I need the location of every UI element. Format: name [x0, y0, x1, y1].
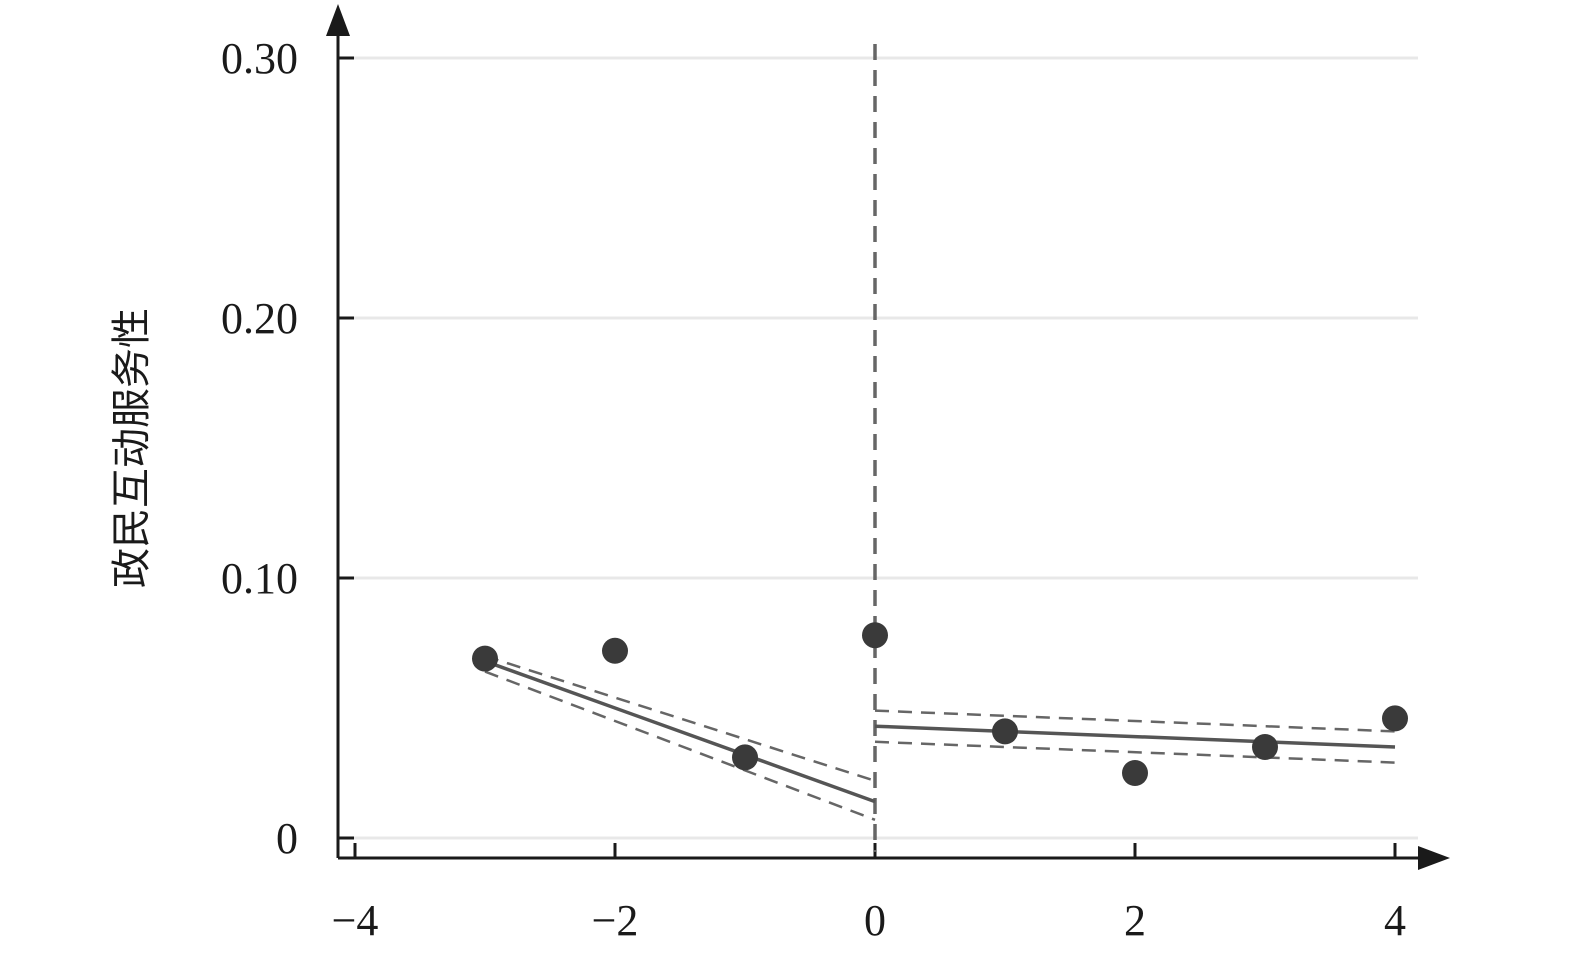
x-tick-label: 2 [1124, 896, 1146, 945]
data-point [1382, 705, 1408, 732]
ci-upper-line-right [874, 709, 1396, 733]
data-point [992, 718, 1018, 745]
y-tick-label: 0 [276, 814, 298, 863]
fit-lines [484, 44, 1396, 852]
grid-lines [338, 56, 1418, 840]
x-axis-arrow [1418, 846, 1450, 870]
x-tick-label: 4 [1384, 896, 1406, 945]
data-point [1252, 734, 1278, 760]
fit-line-right [874, 724, 1396, 749]
data-point [472, 645, 498, 672]
ci-upper-line-left [484, 654, 876, 782]
ci-lower-line-right [874, 740, 1396, 764]
x-tick-label: −2 [592, 896, 639, 945]
y-tick-label: 0.10 [221, 554, 298, 603]
data-points [472, 622, 1408, 786]
axes [326, 4, 1450, 870]
ci-lower-line-left [484, 670, 876, 821]
data-point [862, 622, 888, 649]
axis-ticks: 0 0.10 0.20 0.30 −4 −2 0 2 4 [221, 34, 1406, 945]
x-tick-label: −4 [332, 896, 379, 945]
fit-line-left [484, 659, 876, 804]
data-point [732, 744, 758, 771]
data-point [1122, 760, 1148, 786]
y-axis-arrow [326, 4, 350, 36]
y-tick-label: 0.30 [221, 34, 298, 83]
data-point [602, 637, 628, 664]
y-axis-title: 政民互动服务性 [109, 308, 155, 588]
x-tick-label: 0 [864, 896, 886, 945]
y-tick-label: 0.20 [221, 294, 298, 343]
